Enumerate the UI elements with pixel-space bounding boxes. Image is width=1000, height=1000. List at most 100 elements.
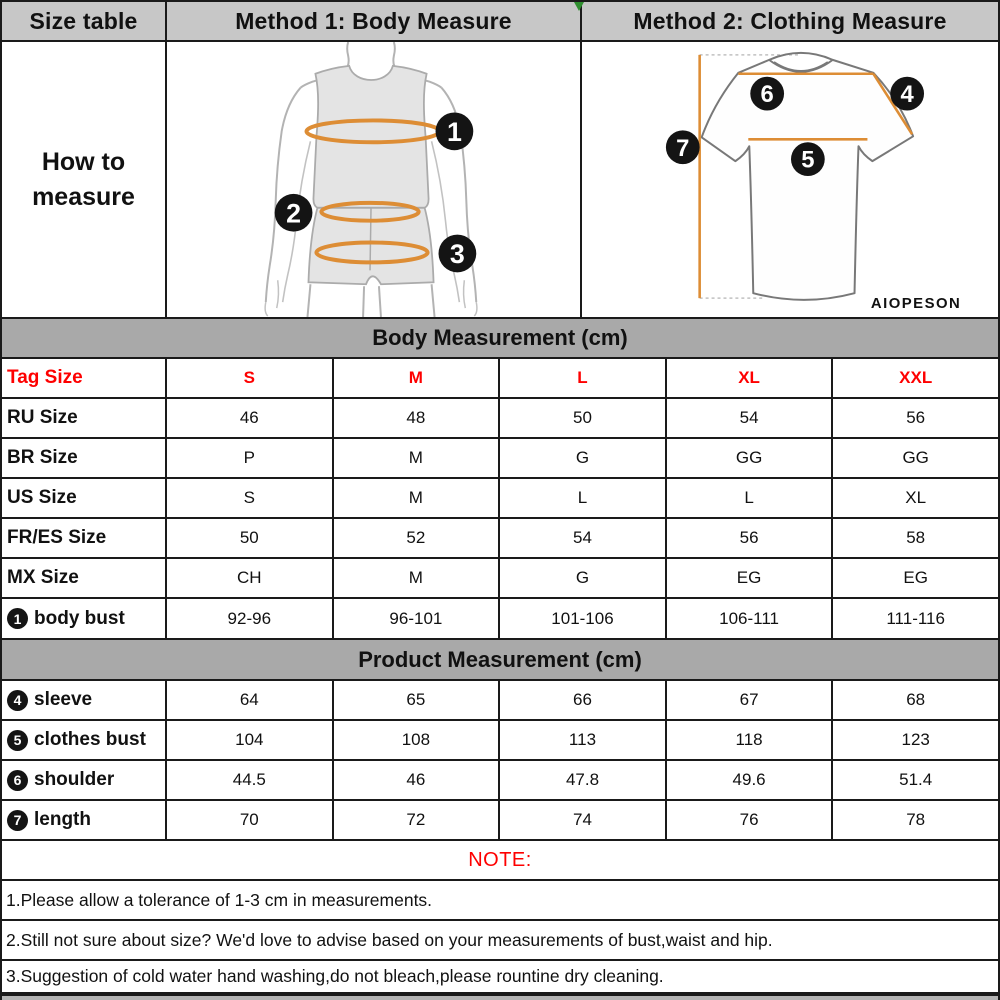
note-title: NOTE: [2,841,998,881]
cell-value: G [500,439,667,477]
row-label-text: shoulder [34,769,115,790]
cell-value: 118 [667,721,834,759]
cell-value: 52 [334,519,501,557]
cell-value: 68 [906,690,926,709]
marker-6-badge: 6 [750,76,785,111]
marker-5-chip: 5 [7,729,28,751]
cell-value: 47.8 [500,761,667,799]
marker-1-chip: 1 [7,608,28,629]
cell-value: 74 [500,801,667,839]
row-label: 7 length [2,801,167,839]
cell-value: M [334,559,501,597]
table-row-body-bust: 1 body bust 92-96 96-101 101-106 106-111… [2,599,998,640]
note-item-1: 1.Please allow a tolerance of 1-3 cm in … [2,881,998,921]
header-row: Size table Method 1: Body Measure Method… [2,2,998,42]
cell-value: L [500,479,667,517]
cell-value: XL [667,359,834,397]
cell-value: 101-106 [500,599,667,638]
marker-7-chip: 7 [7,809,28,831]
marker-3-badge: 3 [438,234,477,273]
product-measurement-section-header: Product Measurement (cm) [2,640,998,681]
cell-value: GG [902,448,929,467]
marker-1-badge: 1 [435,112,474,151]
cell-value: 54 [667,399,834,437]
svg-text:5: 5 [801,147,814,174]
row-label: 1 body bust [2,599,167,638]
table-row-mx-size: MX Size CH M G EG EG [2,559,998,599]
green-corner-artifact [574,2,584,11]
clothing-measure-illustration: 6 4 7 5 AIOPESON [582,42,998,317]
cell-value: M [334,359,501,397]
row-label: RU Size [2,399,167,437]
svg-text:7: 7 [676,135,689,162]
row-label: 6 shoulder [2,761,167,799]
cell-value: EG [903,568,928,587]
cell-value: 44.5 [167,761,334,799]
row-label: FR/ES Size [2,519,167,557]
table-row-clothes-bust: 5 clothes bust 104 108 113 118 123 [2,721,998,761]
table-row-br-size: BR Size P M G GG GG [2,439,998,479]
cell-value: 106-111 [667,599,834,638]
cell-value: 58 [906,528,926,547]
tshirt-svg: 6 4 7 5 AIOPESON [665,52,961,312]
cell-value: 96-101 [334,599,501,638]
cell-value: L [667,479,834,517]
table-row-length: 7 length 70 72 74 76 78 [2,801,998,841]
row-label: 4 sleeve [2,681,167,719]
cell-value: 48 [334,399,501,437]
svg-text:2: 2 [286,198,301,228]
row-label: 5 clothes bust [2,721,167,759]
cell-value: 54 [500,519,667,557]
cell-value: 104 [167,721,334,759]
cell-value: S [167,479,334,517]
cell-value: XL [905,488,927,507]
cell-value: GG [667,439,834,477]
svg-text:1: 1 [447,117,462,147]
row-label: Tag Size [2,359,167,397]
cell-value: 51.4 [899,770,933,789]
body-figure-svg: 1 2 3 [264,42,478,317]
cell-value: 70 [167,801,334,839]
cell-value: 56 [906,408,926,427]
row-label: MX Size [2,559,167,597]
cell-value: G [500,559,667,597]
table-row-us-size: US Size S M L L XL [2,479,998,519]
header-size-table: Size table [2,2,167,40]
cell-value: 108 [334,721,501,759]
cell-value: 123 [901,730,930,749]
brand-text: AIOPESON [871,296,961,312]
svg-text:4: 4 [901,81,915,108]
sleeve-measure-line [872,73,914,136]
cell-value: 50 [500,399,667,437]
cell-value: XXL [899,368,933,387]
cell-value: 65 [334,681,501,719]
row-label-text: body bust [34,607,125,629]
cell-value: 50 [167,519,334,557]
svg-text:3: 3 [450,239,465,269]
marker-4-chip: 4 [7,689,28,711]
note-item-3: 3.Suggestion of cold water hand washing,… [2,961,998,994]
table-row-fres-size: FR/ES Size 50 52 54 56 58 [2,519,998,559]
cell-value: 72 [334,801,501,839]
cell-value: CH [167,559,334,597]
cell-value: P [167,439,334,477]
hip-measure-line [314,240,430,265]
note-item-2: 2.Still not sure about size? We'd love t… [2,921,998,961]
table-row-tag-size: Tag Size S M L XL XXL [2,359,998,399]
header-method2: Method 2: Clothing Measure [633,7,947,34]
cell-value: 76 [667,801,834,839]
body-measure-illustration: 1 2 3 [167,42,582,317]
cell-value: M [334,439,501,477]
marker-5-badge: 5 [790,142,825,177]
bottom-edge-strip [2,994,998,1000]
cell-value: 46 [167,399,334,437]
body-measurement-section-header: Body Measurement (cm) [2,319,998,359]
table-row-sleeve: 4 sleeve 64 65 66 67 68 [2,681,998,721]
row-label: BR Size [2,439,167,477]
illustration-row: How to measure [2,42,998,319]
marker-7-badge: 7 [665,130,700,165]
cell-value: 66 [500,681,667,719]
header-method1: Method 1: Body Measure [167,2,582,40]
cell-value: 46 [334,761,501,799]
